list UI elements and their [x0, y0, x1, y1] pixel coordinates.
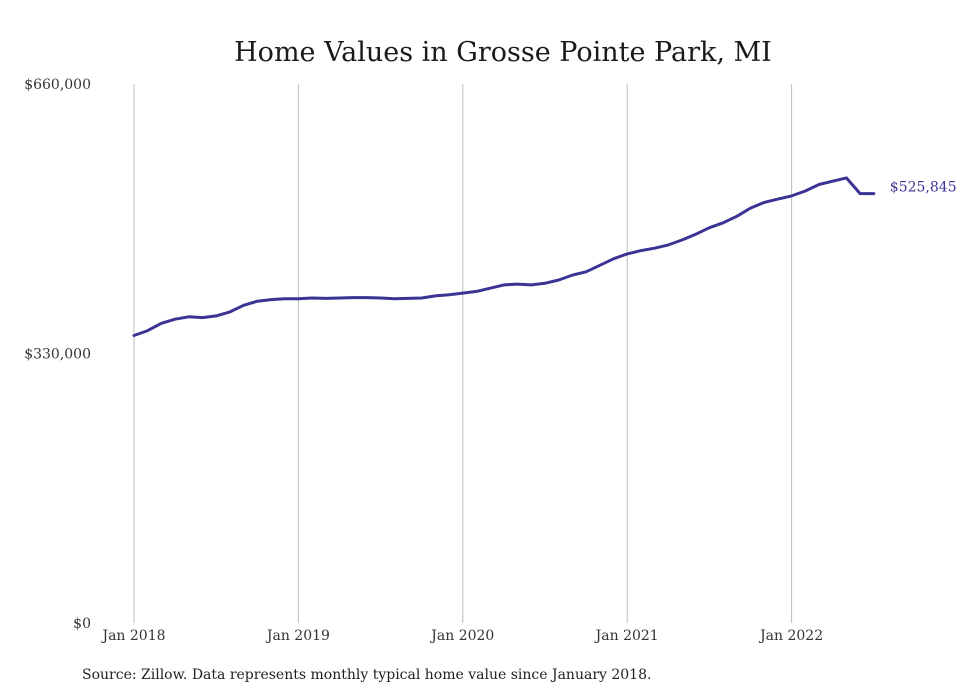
chart-title: Home Values in Grosse Pointe Park, MI [234, 37, 772, 68]
line-chart: Home Values in Grosse Pointe Park, MI $0… [24, 37, 957, 644]
x-tick-label: Jan 2022 [758, 628, 823, 644]
y-tick-label: $0 [73, 616, 91, 632]
x-tick-label: Jan 2021 [594, 628, 659, 644]
y-tick-label: $660,000 [24, 77, 91, 93]
series-group: $525,845 [132, 176, 957, 337]
x-tick-label: Jan 2018 [100, 628, 165, 644]
x-tick-label: Jan 2020 [429, 628, 494, 644]
y-axis-ticks: $0 $330,000 $660,000 [24, 77, 91, 632]
y-tick-label: $330,000 [24, 347, 91, 363]
gridlines [133, 84, 793, 623]
x-axis-ticks: Jan 2018 Jan 2019 Jan 2020 Jan 2021 Jan 2022 [100, 628, 823, 644]
end-value-label: $525,845 [890, 180, 957, 196]
source-note: Source: Zillow. Data represents monthly … [82, 667, 652, 683]
series-line [132, 176, 876, 337]
x-tick-label: Jan 2019 [265, 628, 330, 644]
